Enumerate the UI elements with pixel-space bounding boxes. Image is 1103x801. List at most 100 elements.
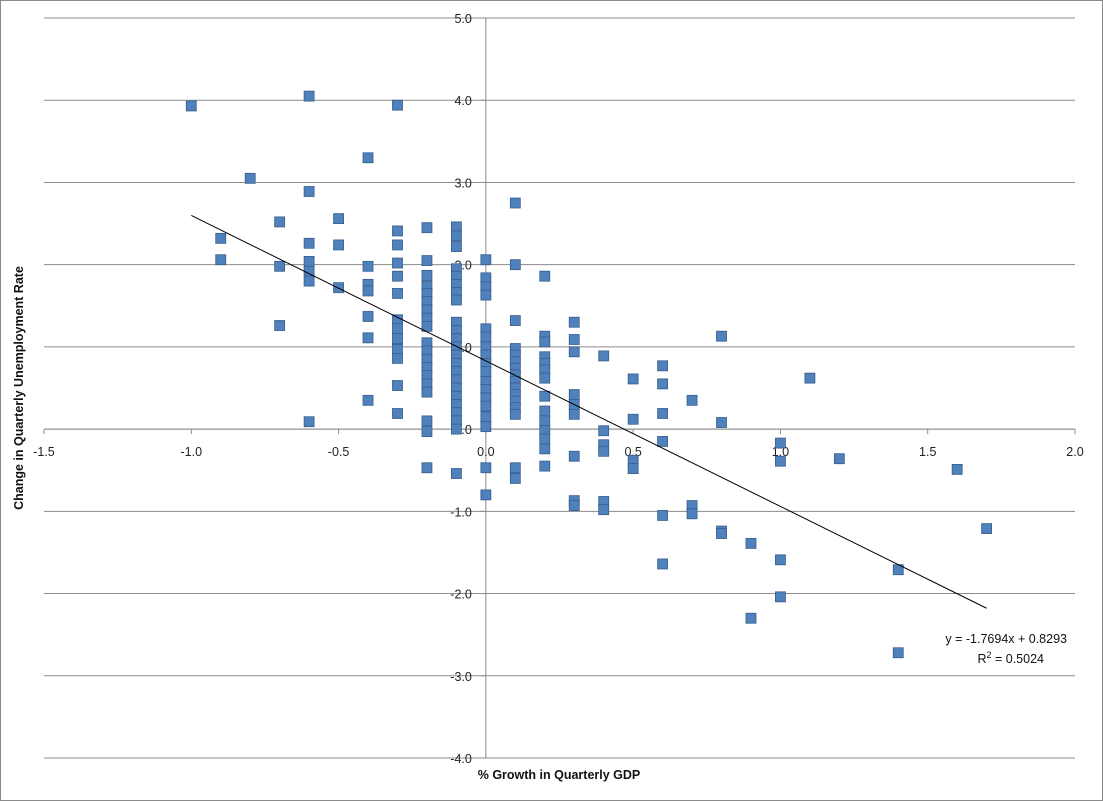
- data-point-143: [627, 413, 639, 425]
- data-point-112: [509, 473, 521, 484]
- data-point-133: [568, 450, 580, 462]
- data-point-78: [450, 468, 462, 479]
- data-point-136: [598, 350, 610, 362]
- data-point-79: [480, 254, 492, 266]
- x-axis-title: % Growth in Quarterly GDP: [478, 768, 641, 782]
- data-point-145: [627, 463, 639, 474]
- data-point-135: [568, 500, 580, 511]
- data-point-15: [303, 416, 315, 428]
- data-point-17: [333, 239, 344, 251]
- data-point-156: [716, 417, 727, 428]
- data-point-7: [215, 254, 227, 266]
- y-tick-label-0: 5.0: [454, 12, 471, 26]
- y-tick-label-8: -3.0: [450, 670, 472, 684]
- data-point-147: [657, 378, 668, 390]
- axes: [43, 17, 1076, 759]
- data-point-25: [392, 225, 403, 237]
- data-point-24: [362, 394, 374, 406]
- data-point-95: [480, 462, 492, 474]
- data-point-53: [421, 415, 433, 427]
- data-point-14: [303, 275, 315, 287]
- data-point-30: [392, 314, 403, 326]
- data-point-37: [421, 222, 433, 234]
- data-point-29: [392, 288, 403, 299]
- data-point-132: [568, 408, 580, 420]
- data-point-84: [480, 331, 492, 343]
- data-point-5: [303, 186, 315, 197]
- x-tick-label-5: 1.0: [772, 445, 789, 459]
- y-tick-label-7: -2.0: [450, 588, 472, 602]
- data-point-169: [951, 463, 963, 475]
- x-tick-label-1: -1.0: [181, 445, 203, 459]
- data-point-119: [539, 372, 551, 384]
- data-point-16: [333, 213, 344, 225]
- x-tick-label-3: 0.0: [477, 445, 494, 459]
- data-point-149: [657, 436, 668, 447]
- data-point-96: [480, 489, 492, 501]
- data-point-128: [568, 334, 580, 345]
- data-point-1: [303, 90, 315, 102]
- y-tick-label-2: 3.0: [454, 176, 471, 190]
- data-point-52: [421, 386, 433, 398]
- data-point-13: [303, 265, 315, 277]
- data-point-154: [686, 508, 698, 520]
- r-squared-prefix: R: [977, 652, 986, 666]
- data-point-98: [509, 259, 521, 271]
- data-point-94: [480, 421, 492, 433]
- data-point-93: [480, 411, 492, 423]
- data-point-34: [392, 352, 403, 364]
- data-point-56: [450, 221, 462, 233]
- r-squared-superscript: 2: [987, 650, 992, 660]
- trendline: [191, 214, 987, 609]
- tick-labels: -1.5 -1.0 -0.5 0.0 0.5 1.0 1.5 2.05.04.03.02.01…: [33, 12, 1084, 766]
- data-point-35: [392, 380, 403, 391]
- trendline-label: y = -1.7694x + 0.8293 R2 = 0.5024: [945, 632, 1067, 666]
- data-point-11: [303, 237, 315, 249]
- data-point-170: [981, 523, 993, 534]
- data-point-137: [598, 425, 610, 437]
- r-squared-value: = 0.5024: [992, 652, 1045, 666]
- data-point-164: [775, 591, 786, 603]
- data-point-155: [716, 330, 727, 342]
- data-point-113: [539, 270, 551, 282]
- data-point-39: [421, 269, 433, 281]
- data-point-92: [480, 400, 492, 412]
- data-point-161: [775, 437, 786, 449]
- data-point-130: [568, 389, 580, 400]
- data-point-99: [509, 315, 521, 326]
- trendline-r-squared: R2 = 0.5024: [977, 650, 1044, 666]
- x-tick-label-6: 1.5: [919, 445, 936, 459]
- data-point-150: [657, 510, 668, 521]
- x-tick-label-0: -1.5: [33, 445, 55, 459]
- data-point-38: [421, 255, 433, 266]
- data-point-36: [392, 408, 403, 419]
- data-point-32: [392, 333, 403, 345]
- data-point-55: [421, 462, 433, 474]
- data-point-124: [539, 433, 551, 445]
- gridlines: [44, 17, 1075, 759]
- data-point-22: [362, 311, 374, 322]
- data-point-27: [392, 257, 403, 269]
- trendline-group: [191, 214, 987, 609]
- y-tick-label-1: 4.0: [454, 94, 471, 108]
- data-point-141: [598, 504, 610, 516]
- data-point-19: [362, 260, 374, 272]
- data-point-148: [657, 408, 668, 419]
- data-point-142: [627, 373, 639, 385]
- data-point-168: [892, 647, 904, 659]
- data-points: [185, 90, 993, 659]
- data-point-127: [568, 316, 580, 328]
- data-point-165: [804, 372, 816, 384]
- data-point-163: [775, 554, 786, 566]
- data-point-166: [833, 453, 845, 465]
- data-point-121: [539, 405, 551, 417]
- y-axis-title: Change in Quarterly Unemployment Rate: [12, 266, 26, 510]
- data-point-120: [539, 390, 551, 402]
- data-point-12: [303, 255, 315, 267]
- data-point-58: [450, 241, 462, 252]
- data-point-162: [775, 455, 786, 467]
- data-point-26: [392, 239, 403, 251]
- data-point-21: [362, 285, 374, 297]
- y-tick-label-9: -4.0: [450, 752, 472, 766]
- data-point-158: [716, 528, 727, 539]
